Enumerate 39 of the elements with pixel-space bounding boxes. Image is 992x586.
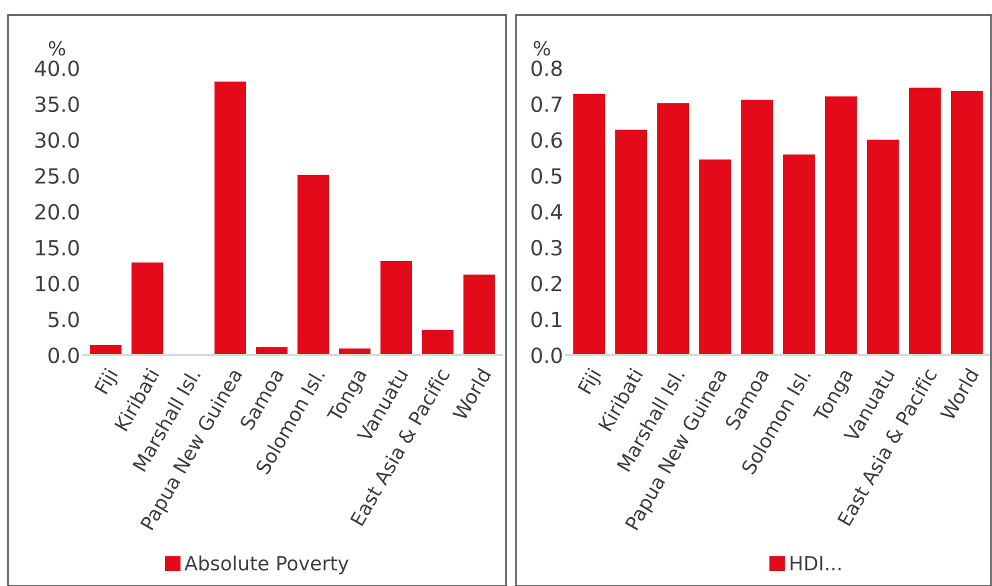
bar bbox=[380, 261, 412, 355]
y-tick-label: 5.0 bbox=[48, 312, 79, 328]
bar bbox=[825, 96, 857, 355]
bar bbox=[699, 159, 731, 355]
legend-label: HDI... bbox=[790, 556, 841, 570]
y-tick-label: 30.0 bbox=[35, 132, 79, 148]
bar bbox=[132, 262, 164, 355]
y-tick-label: 10.0 bbox=[36, 276, 79, 292]
y-axis-title: % bbox=[48, 40, 66, 56]
y-tick-label: 0.1 bbox=[531, 312, 562, 328]
y-tick-label: 25.0 bbox=[35, 168, 79, 184]
y-tick-label: 0.7 bbox=[531, 96, 562, 112]
y-tick-label: 0.0 bbox=[48, 347, 79, 364]
bar bbox=[463, 274, 495, 355]
y-tick-label: 0.2 bbox=[531, 276, 562, 292]
bar bbox=[615, 130, 648, 355]
bar bbox=[297, 174, 330, 355]
y-tick-label: 0.3 bbox=[531, 240, 562, 256]
y-tick-label: 40.0 bbox=[34, 60, 79, 76]
y-tick-label: 15.0 bbox=[36, 240, 79, 256]
y-tick-label: 0.6 bbox=[531, 132, 562, 148]
bar bbox=[741, 100, 773, 355]
legend-label: Absolute Poverty bbox=[184, 556, 348, 574]
bar bbox=[422, 330, 454, 355]
bar bbox=[950, 90, 983, 355]
bar bbox=[90, 344, 122, 355]
y-tick-label: 0.4 bbox=[531, 204, 562, 220]
bar bbox=[214, 82, 246, 355]
bar bbox=[867, 140, 899, 355]
y-tick-label: 0.0 bbox=[531, 347, 562, 364]
bar bbox=[657, 103, 689, 355]
y-tick-label: 35.0 bbox=[35, 96, 79, 112]
y-axis-title: % bbox=[534, 40, 550, 56]
y-tick-label: 0.8 bbox=[531, 60, 562, 76]
bar bbox=[908, 88, 941, 355]
y-tick-label: 20.0 bbox=[35, 204, 79, 220]
bar bbox=[573, 94, 606, 355]
y-tick-label: 0.5 bbox=[531, 168, 562, 184]
bar bbox=[783, 154, 815, 355]
